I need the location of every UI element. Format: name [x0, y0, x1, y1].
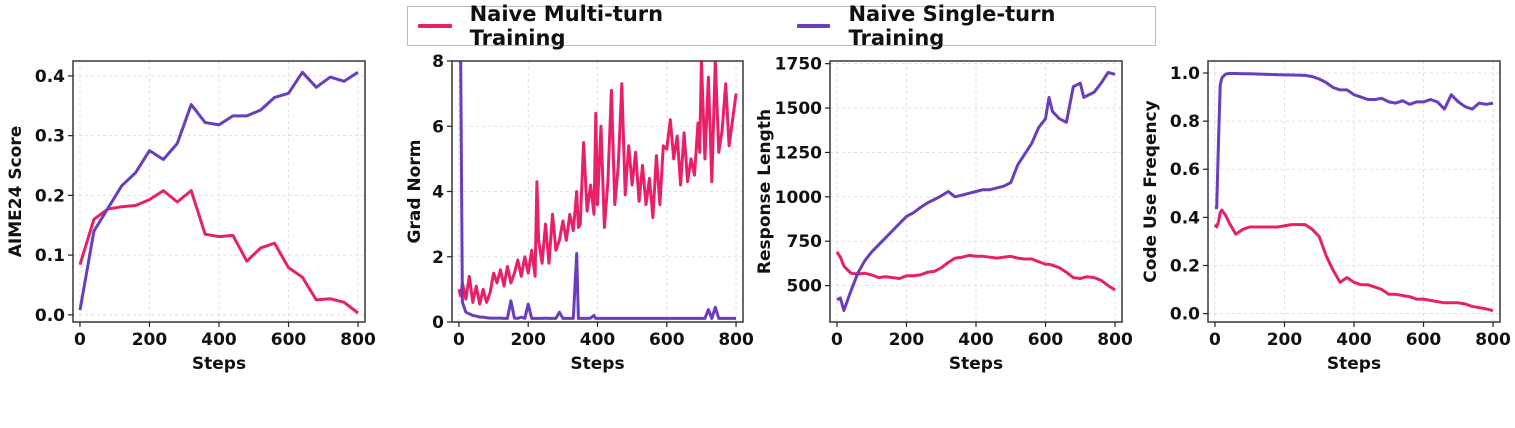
- y-axis-label: Grad Norm: [405, 140, 425, 244]
- x-tick-label: 400: [958, 330, 994, 350]
- y-tick-label: 1.0: [1170, 64, 1200, 84]
- legend-item-single-turn: Naive Single-turn Training: [796, 2, 1155, 50]
- x-tick-label: 0: [831, 330, 843, 350]
- y-tick-label: 0.4: [35, 67, 65, 87]
- x-tick-label: 400: [1336, 330, 1372, 350]
- x-axis-label: Steps: [949, 354, 1003, 374]
- y-tick-label: 6: [432, 117, 444, 137]
- x-tick-label: 0: [1209, 330, 1221, 350]
- y-tick-label: 8: [432, 52, 444, 72]
- x-axis-label: Steps: [570, 354, 624, 374]
- y-tick-label: 0: [432, 313, 444, 333]
- chart-code-use-frequency: 0 200 400 600 800 0.0 0.2 0.4 0.6 0.8 1.0 Steps Code…: [1141, 60, 1511, 374]
- y-tick-label: 0.3: [35, 127, 65, 147]
- x-tick-label: 600: [649, 330, 685, 350]
- chart-grad-norm: 0 200 400 600 800 0 2 4 6 8 Steps Grad Norm: [405, 52, 754, 374]
- series-line-1: [836, 71, 1116, 312]
- x-tick-label: 0: [453, 330, 465, 350]
- x-tick-label: 800: [1097, 330, 1133, 350]
- y-tick-label: 1500: [775, 99, 822, 119]
- y-tick-label: 0.6: [1170, 160, 1200, 180]
- y-tick-label: 1000: [775, 188, 822, 208]
- x-tick-label: 800: [1475, 330, 1511, 350]
- x-tick-label: 600: [1028, 330, 1064, 350]
- series-line-1: [78, 70, 359, 311]
- x-tick-label: 600: [1406, 330, 1442, 350]
- y-tick-label: 4: [432, 183, 444, 203]
- chart-response-length: 0 200 400 600 800 500 750 1000 1250 1500 1750 Steps…: [755, 55, 1133, 374]
- y-axis-label: AIME24 Score: [6, 126, 26, 258]
- legend-item-multi-turn: Naive Multi-turn Training: [418, 2, 763, 50]
- x-tick-label: 0: [74, 330, 86, 350]
- x-tick-label: 200: [132, 330, 168, 350]
- x-tick-label: 800: [718, 330, 754, 350]
- y-tick-label: 500: [787, 277, 823, 297]
- y-tick-label: 0.4: [1170, 208, 1200, 228]
- grid: [830, 61, 1122, 322]
- y-tick-label: 1750: [775, 55, 822, 75]
- x-tick-label: 400: [201, 330, 237, 350]
- y-tick-label: 0.0: [1170, 305, 1200, 325]
- y-tick-label: 750: [787, 232, 823, 252]
- series-line-0: [457, 61, 738, 306]
- series-line-0: [835, 251, 1116, 292]
- series-line-0: [1213, 208, 1494, 313]
- x-tick-label: 800: [340, 330, 376, 350]
- y-tick-label: 1250: [775, 143, 822, 163]
- y-tick-label: 0.8: [1170, 112, 1200, 132]
- y-tick-label: 0.1: [35, 246, 65, 266]
- y-tick-label: 0.0: [35, 306, 65, 326]
- x-tick-label: 600: [271, 330, 307, 350]
- x-axis-label: Steps: [192, 354, 246, 374]
- legend-label-single-turn: Naive Single-turn Training: [848, 2, 1056, 50]
- grid: [73, 61, 365, 322]
- x-tick-label: 200: [510, 330, 546, 350]
- y-axis-label: Code Use Freqency: [1141, 100, 1161, 283]
- series-line-0: [78, 189, 359, 315]
- legend-label-multi-turn: Naive Multi-turn Training: [469, 2, 664, 50]
- y-tick-label: 2: [432, 248, 444, 268]
- x-axis-label: Steps: [1327, 354, 1381, 374]
- x-tick-label: 200: [889, 330, 925, 350]
- x-tick-label: 400: [580, 330, 616, 350]
- y-tick-label: 0.2: [1170, 256, 1200, 276]
- y-axis-label: Response Length: [755, 109, 775, 274]
- chart-aime24-score: 0 200 400 600 800 0.0 0.1 0.2 0.3 0.4 Steps AIME24 …: [6, 60, 376, 374]
- legend-swatch-single-turn: [796, 24, 831, 28]
- series-line-1: [1215, 72, 1494, 210]
- y-tick-label: 0.2: [35, 186, 65, 206]
- x-tick-label: 200: [1267, 330, 1303, 350]
- series-line-1: [458, 61, 737, 320]
- legend: Naive Multi-turn Training Naive Single-t…: [407, 2, 1156, 50]
- legend-swatch-multi-turn: [418, 24, 452, 28]
